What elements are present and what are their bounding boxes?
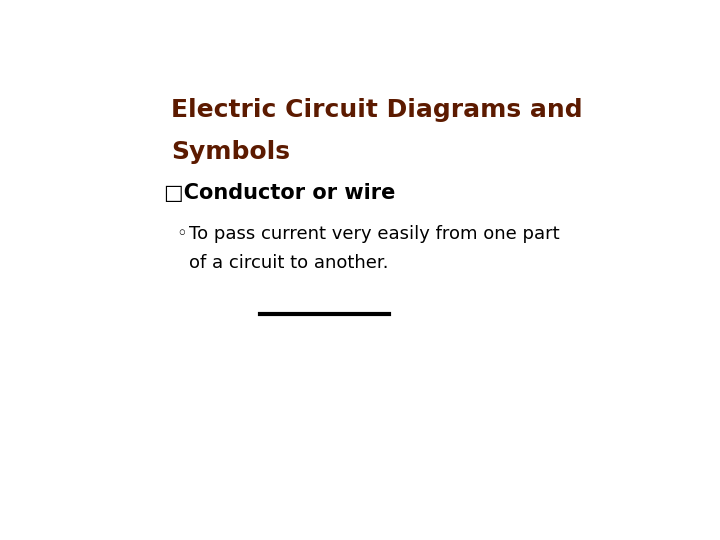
Text: Electric Circuit Diagrams and: Electric Circuit Diagrams and [171, 98, 582, 122]
Text: ◦: ◦ [176, 225, 187, 243]
Text: of a circuit to another.: of a circuit to another. [189, 254, 388, 272]
Text: To pass current very easily from one part: To pass current very easily from one par… [189, 225, 559, 243]
Text: Symbols: Symbols [171, 140, 290, 164]
Text: □Conductor or wire: □Conductor or wire [163, 183, 395, 203]
